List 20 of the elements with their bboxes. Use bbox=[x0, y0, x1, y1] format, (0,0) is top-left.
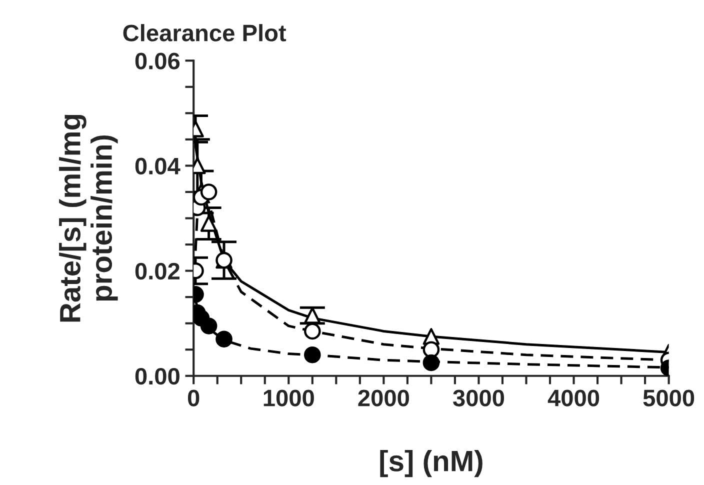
point bbox=[422, 354, 440, 372]
x-tick-label: 0 bbox=[188, 390, 200, 406]
x-tick-label: 2000 bbox=[358, 390, 409, 406]
x-axis-title: [s] (nM) bbox=[380, 450, 482, 478]
y-tick-label: 0.04 bbox=[135, 158, 180, 174]
chart-title: Clearance Plot bbox=[123, 24, 286, 42]
x-tick-label: 4000 bbox=[548, 390, 600, 406]
point bbox=[304, 322, 321, 340]
y-axis-title: Rate/[s] (ml/mg protein/min) bbox=[59, 114, 118, 322]
point bbox=[200, 184, 218, 200]
y-tick-label: 0.00 bbox=[135, 368, 180, 385]
x-tick-label: 1000 bbox=[264, 390, 314, 406]
y-tick-label: 0.06 bbox=[135, 52, 180, 70]
point bbox=[422, 341, 440, 358]
x-tick-label: 5000 bbox=[643, 390, 694, 406]
x-tick-label: 3000 bbox=[453, 390, 504, 406]
y-tick-label: 0.02 bbox=[135, 262, 180, 280]
point bbox=[304, 346, 321, 364]
point bbox=[216, 330, 232, 348]
point bbox=[200, 318, 218, 334]
